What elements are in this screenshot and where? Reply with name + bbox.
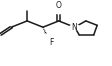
Text: F: F xyxy=(48,38,53,47)
Circle shape xyxy=(42,35,52,40)
Circle shape xyxy=(69,25,79,30)
Text: N: N xyxy=(71,23,77,32)
Text: O: O xyxy=(55,1,61,10)
Circle shape xyxy=(53,8,63,14)
